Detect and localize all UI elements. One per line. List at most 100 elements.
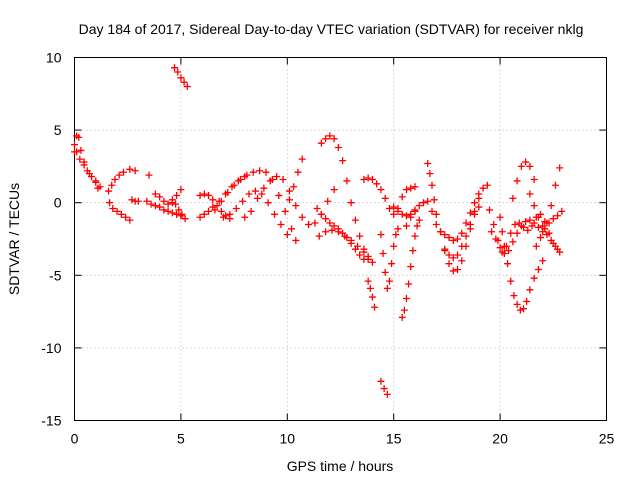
data-point [168, 196, 176, 204]
y-tick-label: 0 [54, 195, 62, 211]
data-point [556, 248, 564, 256]
data-point [549, 215, 557, 223]
data-point [390, 242, 398, 250]
x-tick-label: 5 [177, 431, 185, 447]
data-point [390, 203, 398, 211]
data-point [475, 203, 483, 211]
series-s25 [398, 216, 423, 321]
data-point [428, 207, 436, 215]
x-tick-labels: 0 5 10 15 20 25 [71, 431, 615, 447]
data-point [156, 203, 164, 211]
data-point [288, 225, 296, 233]
data-point [339, 157, 347, 165]
data-point [164, 200, 172, 208]
data-point [347, 199, 355, 207]
data-point [454, 265, 462, 273]
data-point [115, 171, 123, 179]
data-point [504, 260, 512, 268]
series-s05 [128, 196, 142, 205]
x-tick-label: 10 [280, 431, 296, 447]
data-point [156, 193, 164, 201]
data-point [108, 181, 116, 189]
data-point [409, 247, 417, 255]
data-point [277, 220, 285, 228]
data-point [415, 202, 423, 210]
data-point [117, 210, 125, 218]
data-point [196, 191, 204, 199]
y-tick-label: -5 [49, 267, 62, 283]
series-s18 [313, 205, 368, 263]
data-point [523, 297, 531, 305]
data-point [75, 133, 83, 141]
data-point [177, 212, 185, 220]
data-point [511, 220, 519, 228]
data-point [466, 209, 474, 217]
data-point [377, 231, 385, 239]
data-point [471, 199, 479, 207]
plot-frame [74, 57, 607, 421]
data-point [258, 190, 266, 198]
data-point [454, 235, 462, 243]
y-tick-label: -10 [41, 340, 61, 356]
data-point [500, 250, 508, 258]
data-point [292, 236, 300, 244]
data-point [430, 196, 438, 204]
data-point [281, 207, 289, 215]
data-point [368, 258, 376, 266]
data-point [479, 184, 487, 192]
data-point [211, 206, 219, 214]
data-point [556, 164, 564, 172]
data-point [217, 207, 225, 215]
data-point [111, 175, 119, 183]
data-point [364, 252, 372, 260]
data-point [73, 148, 81, 156]
data-point [322, 135, 330, 143]
data-point [524, 226, 532, 234]
data-point [183, 83, 191, 91]
data-point [381, 268, 389, 276]
data-point [458, 242, 466, 250]
data-point [317, 210, 325, 218]
data-point [205, 207, 213, 215]
data-point [119, 168, 127, 176]
data-point [360, 248, 368, 256]
data-point [196, 213, 204, 221]
series-s21 [360, 174, 419, 218]
data-point [513, 177, 521, 185]
data-point [126, 165, 134, 173]
data-point [317, 139, 325, 147]
data-point [245, 190, 253, 198]
data-point [219, 213, 227, 221]
data-point [379, 250, 387, 258]
data-point [330, 135, 338, 143]
data-point [505, 247, 513, 255]
data-point [334, 228, 342, 236]
data-point [458, 229, 466, 237]
data-point [526, 162, 534, 170]
data-point [360, 175, 368, 183]
data-point [419, 199, 427, 207]
series-s06 [145, 171, 153, 179]
data-point [471, 210, 479, 218]
data-point [275, 191, 283, 199]
data-point [411, 206, 419, 214]
data-point [213, 202, 221, 210]
data-point [509, 194, 517, 202]
data-point [217, 197, 225, 205]
data-point [322, 228, 330, 236]
data-point [80, 161, 88, 169]
data-point [537, 234, 545, 242]
data-point [241, 213, 249, 221]
series-s32 [496, 213, 547, 314]
data-point [230, 181, 238, 189]
data-point [466, 220, 474, 228]
series-s24 [377, 377, 391, 398]
data-point [462, 219, 470, 227]
data-point [160, 197, 168, 205]
series-s19 [315, 226, 372, 260]
data-point [178, 210, 186, 218]
data-point [239, 197, 247, 205]
data-point [380, 385, 388, 393]
data-point [385, 277, 393, 285]
